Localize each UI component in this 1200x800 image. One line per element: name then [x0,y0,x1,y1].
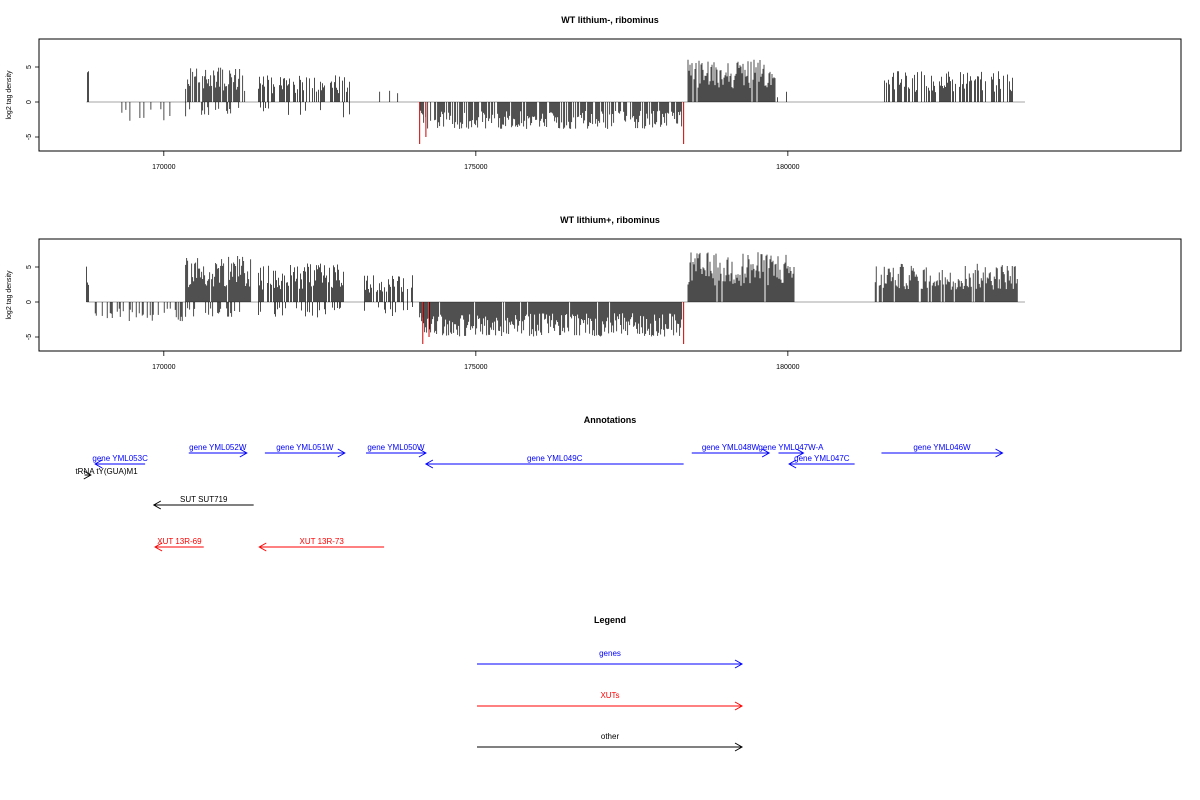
feature-label: gene YML047W-A [758,443,824,452]
feature-arrowhead [995,448,1004,458]
annotation-feature: XUT 13R-73 [258,537,385,552]
signal-bars [86,252,1025,344]
plot-frame [38,238,1182,352]
annotation-feature: SUT SUT719 [152,495,254,510]
feature-label: gene YML053C [92,454,148,463]
x-tick-label: 175000 [464,164,487,171]
x-tick-label: 180000 [776,364,799,371]
annotation-feature: gene YML050W [365,443,427,458]
feature-label: XUT 13R-73 [300,537,345,546]
panel-lithium-minus: WT lithium-, ribominus -5 0 5 170000 175000… [6,15,1182,171]
annotation-feature: gene YML047W-A [758,443,824,458]
feature-label: gene YML051W [276,443,334,452]
y-axis: -5 0 5 [26,265,40,340]
annotation-feature: gene YML046W [881,443,1004,458]
panel-title: WT lithium+, ribominus [560,215,660,225]
feature-arrowhead [83,470,92,480]
annotation-feature: tRNA tY(GUA)M1 [75,467,138,480]
feature-arrowhead [734,742,744,752]
panel-title: WT lithium-, ribominus [561,15,659,25]
feature-label: tRNA tY(GUA)M1 [75,467,138,476]
feature-arrowhead [761,448,771,458]
x-tick-label: 170000 [152,164,175,171]
legend-entry: XUTs [477,691,744,711]
feature-arrowhead [734,701,744,711]
annotation-feature: gene YML049C [424,454,684,469]
feature-arrowhead [152,500,162,510]
legend-entry: genes [477,649,744,669]
y-tick-label: -5 [26,134,33,140]
x-axis: 170000 175000 180000 [152,150,800,171]
legend-entries: genes XUTs other [477,649,744,752]
y-tick-label: 5 [26,65,33,69]
x-tick-label: 180000 [776,164,799,171]
y-tick-label: -5 [26,334,33,340]
annotation-feature: gene YML052W [188,443,248,458]
legend-label: XUTs [600,691,619,700]
annotation-feature: XUT 13R-69 [154,537,204,552]
panel-lithium-plus: WT lithium+, ribominus -5 0 5 170000 175000… [6,215,1182,371]
feature-label: gene YML050W [367,443,425,452]
y-axis-label: log2 tag density [6,270,13,320]
feature-label: gene YML048W [702,443,760,452]
signal-bars [86,59,1025,144]
legend-title: Legend [594,615,626,625]
feature-label: SUT SUT719 [180,495,228,504]
annotation-feature: gene YML053C [92,454,148,469]
feature-arrowhead [154,542,163,552]
feature-arrowhead [337,448,346,458]
y-tick-label: 0 [26,300,33,304]
y-axis: -5 0 5 [26,65,40,140]
feature-label: gene YML049C [527,454,583,463]
feature-arrowhead [734,659,744,669]
x-axis: 170000 175000 180000 [152,350,800,371]
annotation-feature: gene YML051W [264,443,346,458]
feature-arrowhead [239,448,248,458]
legend: Legend genes XUTs other [477,615,744,752]
legend-entry: other [477,732,744,752]
y-axis-label: log2 tag density [6,70,13,120]
y-tick-label: 5 [26,265,33,269]
feature-arrowhead [424,459,434,469]
legend-label: other [601,732,620,741]
annotation-feature: gene YML047C [788,454,855,469]
feature-arrowhead [258,542,267,552]
feature-arrowhead [94,459,103,469]
feature-arrowhead [796,448,805,458]
legend-label: genes [599,649,621,658]
y-tick-label: 0 [26,100,33,104]
feature-label: gene YML047C [794,454,850,463]
feature-arrowhead [418,448,427,458]
x-tick-label: 170000 [152,364,175,371]
annotation-feature: gene YML048W [691,443,771,458]
x-tick-label: 175000 [464,364,487,371]
feature-label: gene YML052W [189,443,247,452]
feature-arrowhead [788,459,797,469]
feature-label: gene YML046W [913,443,971,452]
annotations-title: Annotations [584,415,637,425]
annotation-features: gene YML053C tRNA tY(GUA)M1 gene YML052W ge… [75,443,1004,552]
feature-label: XUT 13R-69 [157,537,202,546]
